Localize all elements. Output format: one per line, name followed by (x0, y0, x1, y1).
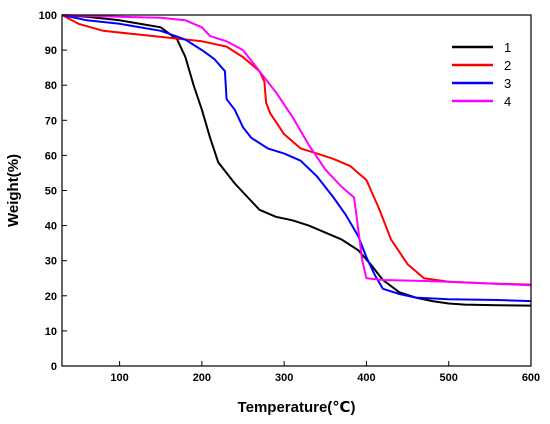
x-tick-label: 600 (522, 372, 540, 384)
series-line-3 (61, 14, 532, 303)
series-line-1 (61, 14, 532, 307)
y-tick-label: 50 (45, 186, 57, 198)
y-tick-label: 70 (45, 115, 57, 127)
y-tick-label: 80 (45, 80, 57, 92)
legend: 1 2 3 4 (452, 40, 511, 109)
y-tick-label: 60 (45, 150, 57, 162)
legend-label-4: 4 (504, 94, 511, 109)
x-tick-label: 100 (110, 372, 128, 384)
legend-label-2: 2 (504, 58, 511, 73)
x-tick-label: 200 (193, 372, 211, 384)
y-tick-label: 10 (45, 326, 57, 338)
y-tick-label: 90 (45, 45, 57, 57)
y-tick-label: 20 (45, 291, 57, 303)
x-tick-label: 500 (440, 372, 458, 384)
legend-label-3: 3 (504, 76, 511, 91)
series-line-2 (61, 14, 532, 286)
series-line-4 (61, 14, 532, 287)
x-axis-title: Temperature(℃) (238, 399, 356, 416)
y-tick-label: 0 (51, 361, 57, 373)
legend-label-1: 1 (504, 40, 511, 55)
plot-frame (61, 14, 532, 367)
y-tick-label: 100 (39, 10, 57, 22)
series-layer (61, 14, 532, 307)
ticks-layer: 100 200 300 400 500 600 0 10 20 30 40 50 60 70 80 90 100 (39, 10, 541, 384)
x-tick-label: 400 (357, 372, 375, 384)
y-tick-label: 40 (45, 221, 57, 233)
x-tick-label: 300 (275, 372, 293, 384)
y-axis-title: Weight(%) (5, 154, 22, 227)
y-tick-label: 30 (45, 256, 57, 268)
